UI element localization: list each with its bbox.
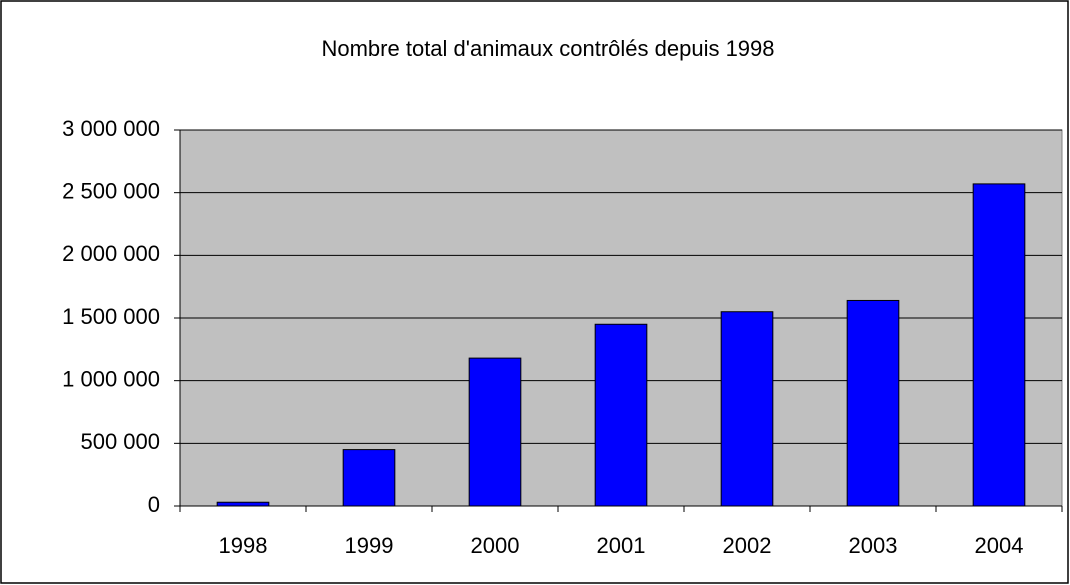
x-tick-label: 2000 (471, 533, 520, 558)
x-tick-label: 2002 (723, 533, 772, 558)
x-tick-label: 2001 (597, 533, 646, 558)
bar (216, 501, 270, 507)
bar (972, 183, 1026, 507)
bar (594, 323, 648, 507)
y-tick-label: 3 000 000 (62, 116, 160, 141)
x-tick-label: 2003 (849, 533, 898, 558)
y-tick-label: 500 000 (80, 429, 160, 454)
bar (846, 299, 900, 507)
y-tick-label: 1 500 000 (62, 304, 160, 329)
y-tick-label: 1 000 000 (62, 366, 160, 391)
bar (342, 449, 396, 507)
x-tick-label: 1999 (345, 533, 394, 558)
bar (468, 357, 522, 507)
x-tick-label: 1998 (219, 533, 268, 558)
y-tick-label: 0 (148, 492, 160, 517)
y-tick-label: 2 000 000 (62, 241, 160, 266)
bar (720, 311, 774, 507)
chart-title: Nombre total d'animaux contrôlés depuis … (321, 36, 774, 61)
y-tick-label: 2 500 000 (62, 178, 160, 203)
x-tick-label: 2004 (975, 533, 1024, 558)
